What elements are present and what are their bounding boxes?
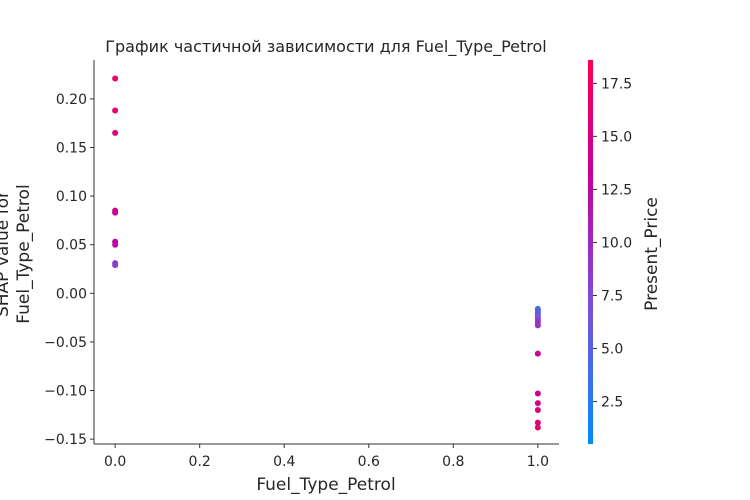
y-tick-label: 0.10 [56, 189, 87, 205]
colorbar-tick-label: 2.5 [601, 395, 623, 411]
colorbar-ticks: 2.5 5.0 7.5 10.0 12.5 15.0 17.5 [593, 76, 632, 411]
data-point [112, 75, 119, 82]
data-point [534, 322, 541, 329]
x-tick-label: 1.0 [527, 454, 549, 470]
y-tick-label: −0.05 [44, 335, 87, 351]
chart-title: График частичной зависимости для Fuel_Ty… [105, 37, 546, 57]
colorbar-tick-label: 12.5 [601, 182, 632, 198]
colorbar-tick-label: 7.5 [601, 288, 623, 304]
colorbar-tick-label: 17.5 [601, 76, 632, 92]
data-point [534, 419, 541, 426]
x-tick-label: 0.8 [442, 454, 464, 470]
y-tick-label: 0.00 [56, 286, 87, 302]
data-point [112, 107, 119, 114]
x-axis-label: Fuel_Type_Petrol [256, 475, 395, 495]
colorbar-tick-label: 15.0 [601, 129, 632, 145]
y-axis-label-line2: Fuel_Type_Petrol [14, 184, 34, 323]
axes: 0.0 0.2 0.4 0.6 0.8 1.0 0.20 0.15 0.10 0.05 0.00 −0… [44, 60, 559, 470]
colorbar-tick-label: 10.0 [601, 235, 632, 251]
y-tick-label: −0.15 [44, 432, 87, 448]
y-tick-label: 0.20 [56, 92, 87, 108]
data-points [112, 75, 541, 431]
colorbar [588, 60, 593, 444]
data-point [534, 424, 541, 431]
x-tick-label: 0.2 [189, 454, 211, 470]
data-point [534, 390, 541, 397]
data-point [534, 406, 541, 413]
y-tick-label: −0.10 [44, 384, 87, 400]
colorbar-label: Present_Price [642, 197, 662, 311]
y-tick-label: 0.05 [56, 238, 87, 254]
x-tick-label: 0.6 [358, 454, 380, 470]
data-point [112, 129, 119, 136]
y-axis-label-line1: SHAP value for [0, 191, 13, 317]
x-tick-label: 0.4 [273, 454, 295, 470]
data-point [112, 241, 119, 248]
data-point [534, 400, 541, 407]
data-point [112, 209, 119, 216]
y-tick-label: 0.15 [56, 140, 87, 156]
colorbar-tick-label: 5.0 [601, 342, 623, 358]
x-tick-label: 0.0 [104, 454, 126, 470]
data-point [534, 350, 541, 357]
data-point [112, 262, 119, 269]
